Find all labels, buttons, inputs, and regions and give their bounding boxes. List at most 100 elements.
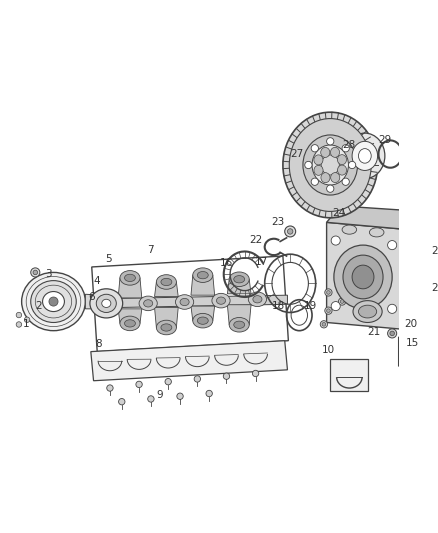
Polygon shape (96, 295, 287, 308)
Circle shape (287, 229, 293, 234)
Circle shape (223, 373, 230, 379)
Ellipse shape (124, 320, 135, 327)
Ellipse shape (120, 271, 140, 285)
Circle shape (331, 236, 340, 245)
Ellipse shape (212, 293, 230, 308)
Ellipse shape (180, 298, 189, 305)
Circle shape (327, 185, 334, 192)
Ellipse shape (144, 300, 153, 307)
Ellipse shape (424, 249, 437, 258)
Text: 2: 2 (35, 301, 42, 311)
Circle shape (340, 300, 344, 303)
Circle shape (16, 322, 21, 327)
Ellipse shape (427, 251, 434, 256)
Text: 25: 25 (431, 283, 438, 293)
Ellipse shape (120, 316, 140, 330)
Ellipse shape (96, 294, 117, 312)
Ellipse shape (337, 155, 346, 165)
Polygon shape (85, 294, 102, 309)
Circle shape (16, 312, 21, 318)
Circle shape (388, 329, 397, 338)
Ellipse shape (411, 220, 424, 229)
Ellipse shape (423, 235, 431, 240)
Text: 17: 17 (254, 257, 268, 268)
Ellipse shape (321, 173, 330, 183)
Circle shape (325, 307, 332, 314)
Ellipse shape (42, 292, 64, 312)
Text: 21: 21 (367, 327, 381, 337)
Circle shape (331, 302, 340, 311)
Text: 1: 1 (23, 319, 29, 329)
Polygon shape (327, 206, 422, 230)
Ellipse shape (161, 278, 172, 286)
Text: 29: 29 (378, 135, 392, 146)
Ellipse shape (369, 228, 384, 237)
Ellipse shape (314, 165, 323, 175)
Text: 15: 15 (406, 337, 419, 348)
Circle shape (31, 268, 40, 277)
Circle shape (342, 144, 350, 152)
Polygon shape (399, 337, 413, 366)
Polygon shape (155, 282, 178, 296)
Ellipse shape (229, 272, 249, 287)
Ellipse shape (49, 297, 58, 306)
Circle shape (325, 289, 332, 296)
Ellipse shape (198, 317, 208, 324)
Text: 10: 10 (322, 345, 335, 355)
Ellipse shape (414, 221, 421, 227)
Circle shape (390, 331, 395, 336)
Polygon shape (118, 309, 142, 324)
Text: 26: 26 (431, 246, 438, 256)
Ellipse shape (352, 265, 374, 289)
Ellipse shape (176, 295, 194, 309)
Polygon shape (227, 279, 251, 294)
Ellipse shape (139, 296, 157, 311)
Ellipse shape (90, 289, 123, 318)
Ellipse shape (303, 135, 357, 195)
Circle shape (252, 370, 259, 377)
Ellipse shape (124, 274, 135, 281)
Circle shape (388, 304, 397, 313)
Bar (330, 359, 368, 391)
Polygon shape (327, 222, 409, 330)
Ellipse shape (198, 271, 208, 279)
Ellipse shape (420, 233, 433, 243)
Text: 27: 27 (290, 149, 303, 159)
Ellipse shape (423, 265, 431, 271)
Polygon shape (155, 308, 178, 327)
Text: 24: 24 (333, 208, 346, 218)
Ellipse shape (321, 148, 330, 157)
Ellipse shape (420, 263, 433, 272)
Circle shape (194, 376, 201, 382)
Circle shape (327, 309, 330, 312)
Circle shape (285, 226, 296, 237)
Circle shape (430, 289, 437, 296)
Ellipse shape (21, 272, 85, 330)
Ellipse shape (289, 118, 371, 212)
Ellipse shape (331, 173, 340, 183)
Text: 28: 28 (342, 140, 355, 150)
Ellipse shape (358, 149, 371, 163)
Ellipse shape (156, 274, 177, 289)
Polygon shape (91, 341, 287, 381)
Text: 22: 22 (249, 235, 262, 245)
Circle shape (342, 178, 350, 185)
Circle shape (305, 161, 312, 168)
Ellipse shape (334, 245, 392, 309)
Circle shape (322, 322, 326, 326)
Circle shape (107, 385, 113, 391)
Ellipse shape (253, 296, 262, 303)
Circle shape (349, 161, 356, 168)
Ellipse shape (229, 318, 249, 332)
Ellipse shape (193, 268, 213, 282)
Ellipse shape (314, 155, 323, 165)
Circle shape (119, 399, 125, 405)
Circle shape (431, 290, 435, 294)
Circle shape (320, 321, 328, 328)
Polygon shape (227, 305, 251, 325)
Polygon shape (191, 306, 215, 321)
Circle shape (177, 393, 183, 399)
Circle shape (148, 396, 154, 402)
Ellipse shape (415, 277, 427, 286)
Text: 8: 8 (95, 340, 102, 349)
